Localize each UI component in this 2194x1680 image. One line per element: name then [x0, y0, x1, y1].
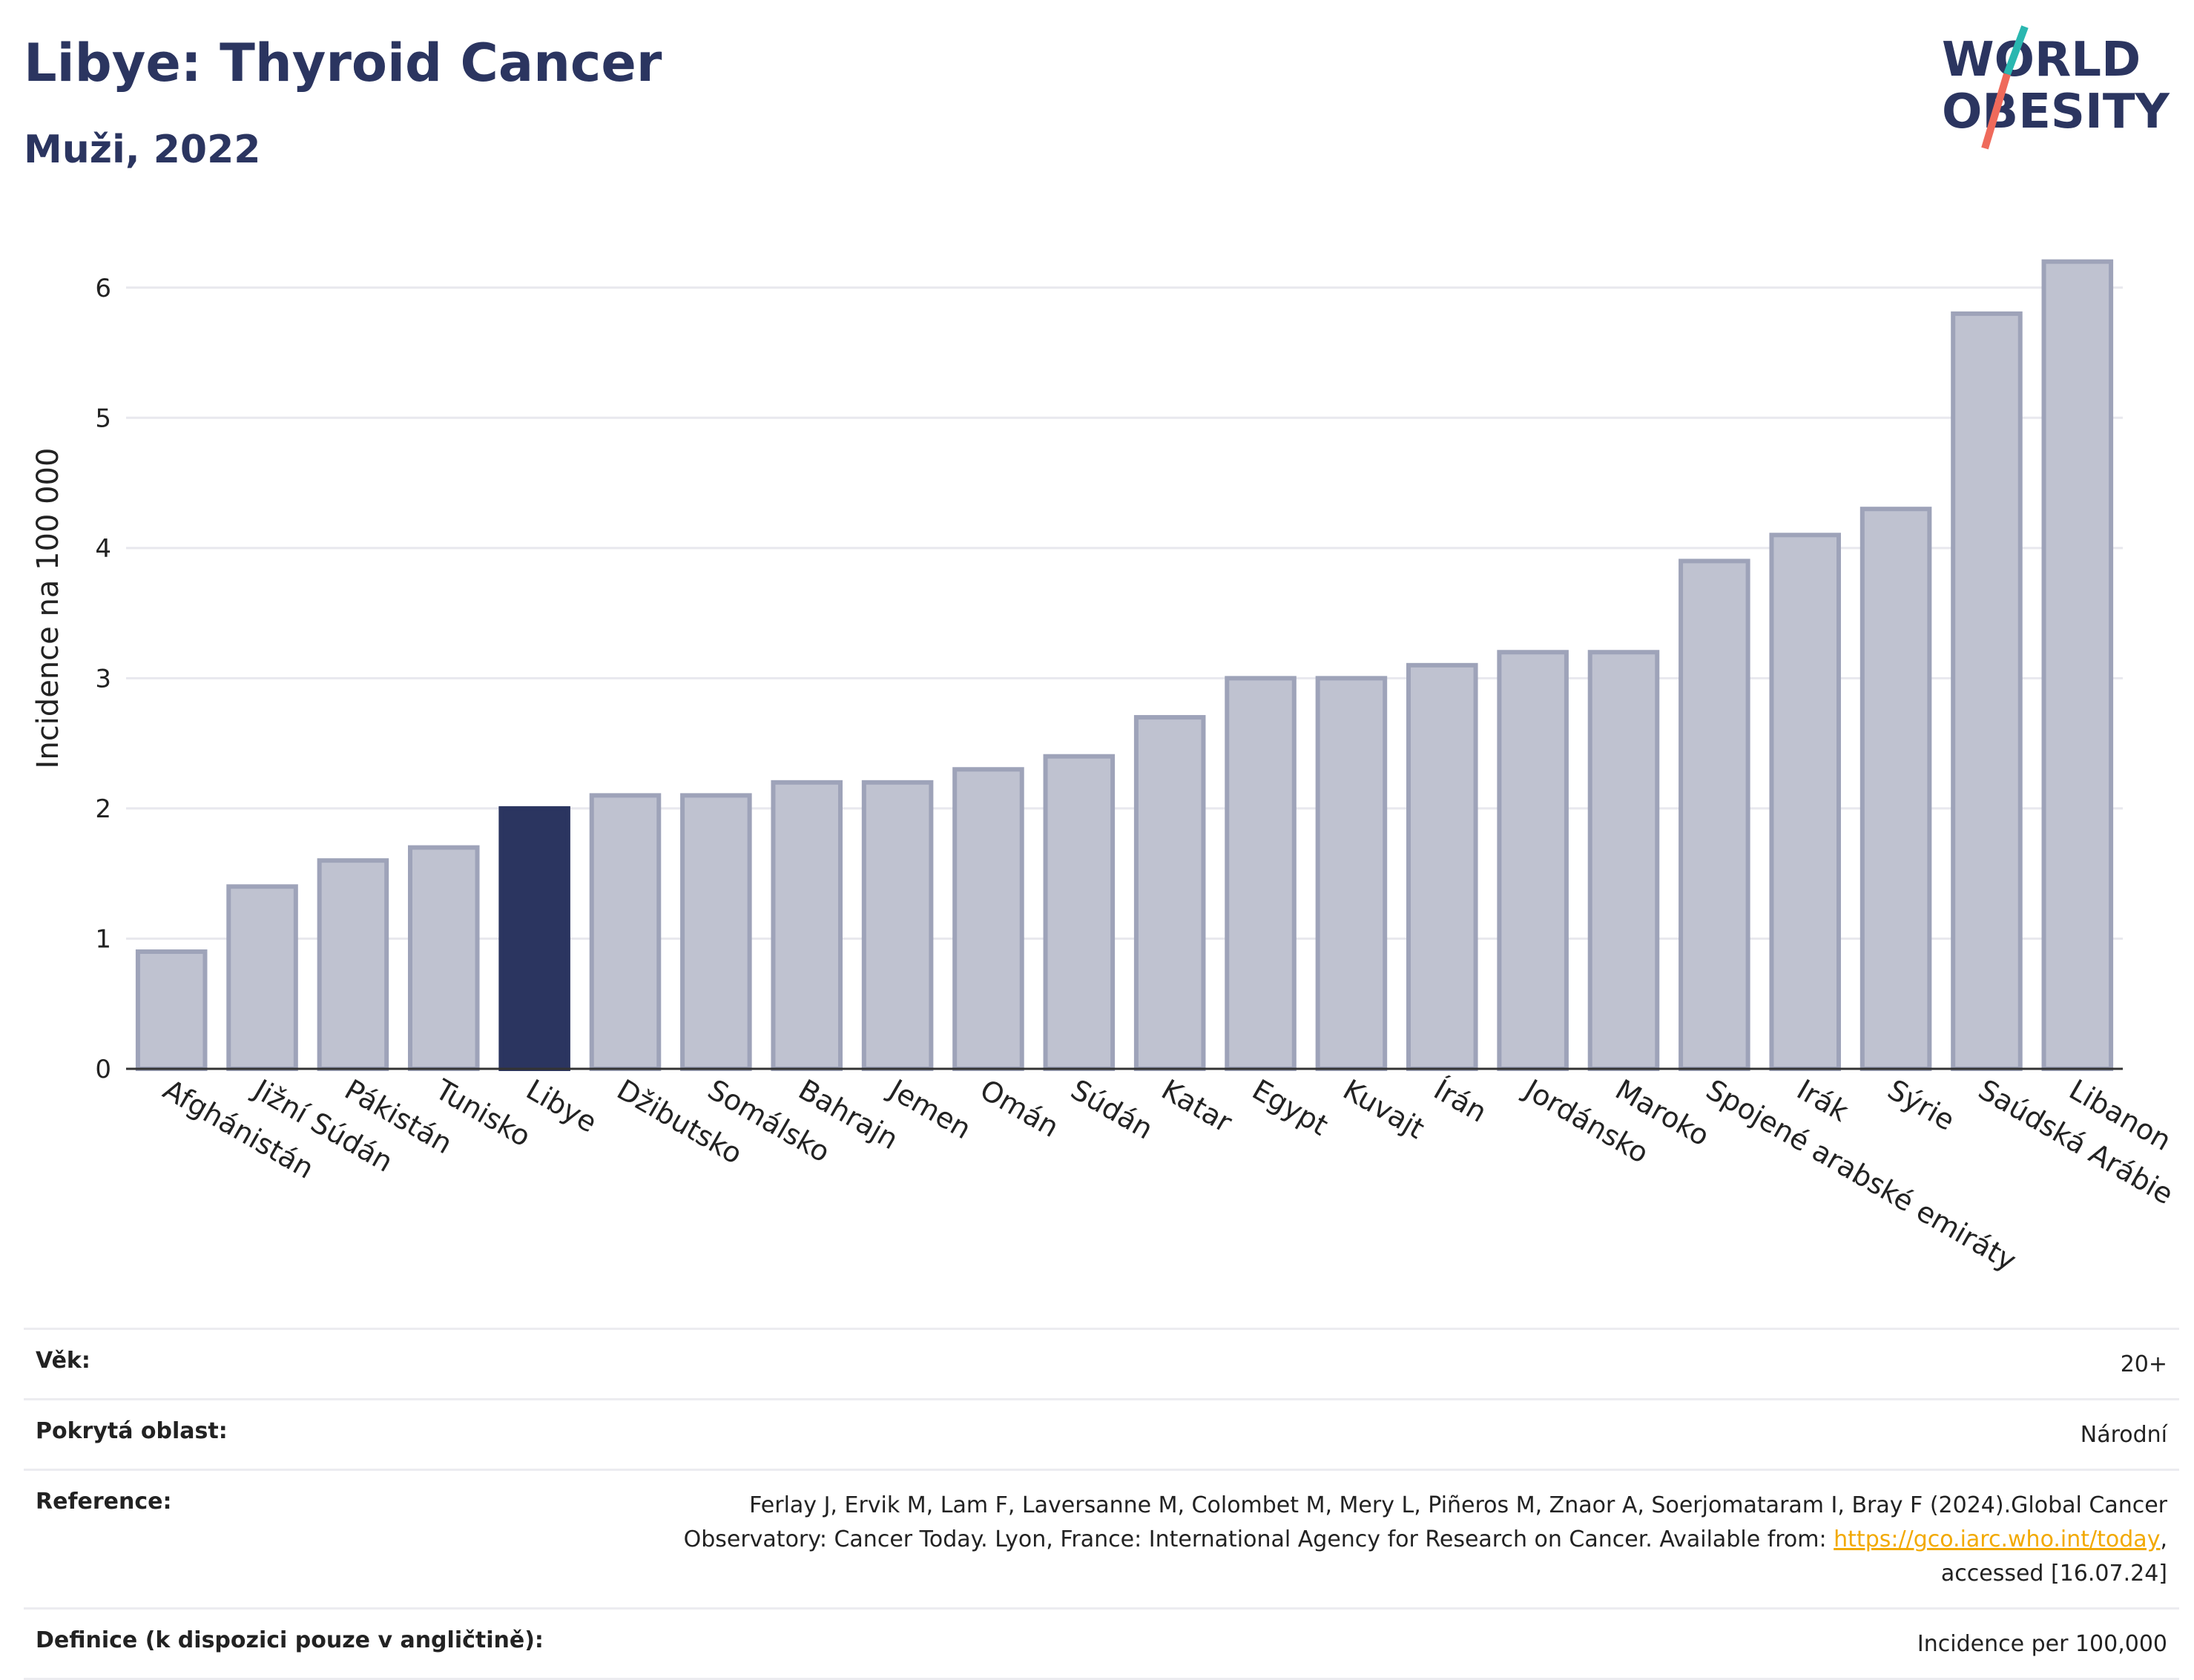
y-axis-ticks: 0 1 2 3 4 5 6	[95, 274, 111, 1084]
info-key: Definice (k dispozici pouze v angličtině…	[36, 1627, 544, 1653]
logo-line1: WORLD	[1942, 33, 2141, 88]
bar-írán[interactable]	[1406, 662, 1478, 1071]
bar-súdán[interactable]	[1043, 754, 1116, 1071]
bar-afghánistán[interactable]	[135, 949, 208, 1071]
bar-irák[interactable]	[1769, 533, 1842, 1071]
info-value: 20+	[2120, 1351, 2167, 1377]
logo-line2: OBESITY	[1942, 85, 2170, 139]
bar-pákistán[interactable]	[317, 858, 389, 1071]
page-subtitle: Muži, 2022	[24, 128, 261, 172]
y-tick-label: 4	[95, 534, 111, 564]
x-tick-label: Súdán	[1065, 1073, 1159, 1146]
reference-text: Ferlay J, Ervik M, Lam F, Laversanne M, …	[683, 1492, 2167, 1552]
logo-slash-teal	[2003, 25, 2029, 76]
y-tick-label: 5	[95, 403, 111, 433]
bar-egypt[interactable]	[1225, 676, 1297, 1071]
bar-somálsko[interactable]	[680, 793, 752, 1072]
world-obesity-logo: WORLD OBESITY	[1942, 25, 2170, 150]
bar-saúdská-arábie[interactable]	[1951, 311, 2023, 1071]
info-value: Ferlay J, Ervik M, Lam F, Laversanne M, …	[610, 1489, 2167, 1591]
bar-kuvajt[interactable]	[1315, 676, 1388, 1071]
bar-libanon[interactable]	[2041, 259, 2114, 1072]
y-tick-label: 6	[95, 274, 111, 303]
x-tick-label: Katar	[1156, 1073, 1238, 1139]
info-key: Reference:	[36, 1489, 172, 1515]
bar-džibutsko[interactable]	[589, 793, 662, 1072]
info-row-age: Věk: 20+	[24, 1328, 2179, 1398]
x-tick-label: Egypt	[1247, 1073, 1334, 1142]
info-row-definition: Definice (k dispozici pouze v angličtině…	[24, 1607, 2179, 1680]
bar-maroko[interactable]	[1587, 650, 1660, 1071]
bar-jemen[interactable]	[861, 780, 934, 1072]
bar-libye[interactable]	[498, 806, 570, 1072]
y-tick-label: 0	[95, 1055, 111, 1084]
page-title: Libye: Thyroid Cancer	[24, 33, 662, 93]
y-tick-label: 1	[95, 924, 111, 954]
bar-omán[interactable]	[952, 767, 1024, 1072]
bars	[135, 259, 2114, 1072]
bar-chart: 0 1 2 3 4 5 6 Incidence na 100 000 Afghánistán…	[31, 259, 2179, 1277]
info-row-coverage: Pokrytá oblast: Národní	[24, 1398, 2179, 1469]
reference-suffix: , accessed [16.07.24]	[1940, 1526, 2167, 1587]
info-value: Národní	[2080, 1422, 2167, 1448]
bar-katar[interactable]	[1133, 715, 1206, 1071]
x-tick-label: Spojené arabské emiráty	[1701, 1073, 2022, 1277]
x-tick-label: Irák	[1791, 1073, 1854, 1128]
bar-jordánsko[interactable]	[1497, 650, 1569, 1071]
x-tick-label: Sýrie	[1882, 1073, 1960, 1137]
info-table: Věk: 20+ Pokrytá oblast: Národní Referen…	[24, 1328, 2179, 1680]
y-axis-label: Incidence na 100 000	[31, 448, 65, 769]
x-tick-label: Omán	[975, 1073, 1064, 1144]
info-key: Pokrytá oblast:	[36, 1418, 228, 1444]
info-value: Incidence per 100,000	[1917, 1631, 2167, 1657]
bar-sýrie[interactable]	[1859, 507, 1932, 1071]
bar-bahrajn[interactable]	[771, 780, 843, 1072]
bar-spojené-arabské-emiráty[interactable]	[1679, 559, 1750, 1071]
bar-jižní-súdán[interactable]	[226, 884, 298, 1071]
y-tick-label: 2	[95, 794, 111, 824]
logo-slash-coral	[1981, 73, 2011, 150]
x-tick-label: Kuvajt	[1337, 1073, 1429, 1145]
x-tick-label: Írán	[1429, 1073, 1492, 1129]
y-tick-label: 3	[95, 664, 111, 694]
info-key: Věk:	[36, 1348, 90, 1374]
bar-tunisko[interactable]	[407, 845, 480, 1071]
reference-link[interactable]: https://gco.iarc.who.int/today	[1834, 1526, 2161, 1552]
info-row-reference: Reference: Ferlay J, Ervik M, Lam F, Lav…	[24, 1469, 2179, 1607]
